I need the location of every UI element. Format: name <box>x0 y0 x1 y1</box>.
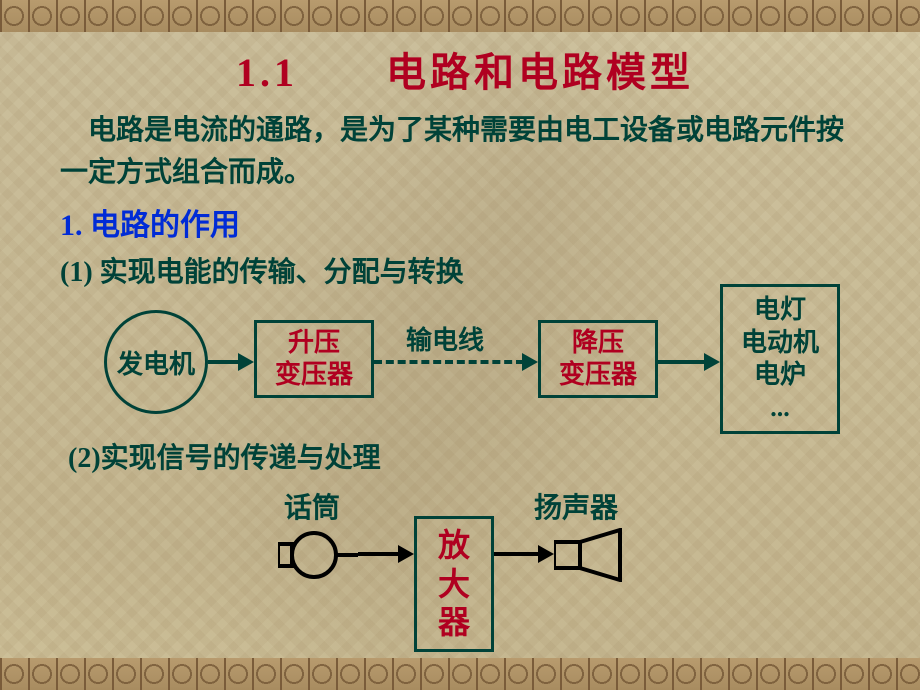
stepdown-l1: 降压 <box>572 327 624 360</box>
loads-node: 电灯 电动机 电炉 ... <box>720 284 840 434</box>
stepup-l1: 升压 <box>288 327 340 360</box>
generator-label: 发电机 <box>117 344 195 381</box>
slide-content: 1.1 电路和电路模型 电路是电流的通路，是为了某种需要由电工设备或电路元件按一… <box>0 0 920 690</box>
section-heading: 1. 电路的作用 <box>60 200 870 244</box>
amp-c2: 大 <box>438 565 470 603</box>
transmission-line-label: 输电线 <box>406 320 484 357</box>
intro-paragraph: 电路是电流的通路，是为了某种需要由电工设备或电路元件按一定方式组合而成。 <box>60 110 870 194</box>
loads-l2: 电动机 <box>741 327 819 360</box>
speaker-icon <box>554 528 634 582</box>
stepup-transformer-node: 升压 变压器 <box>254 320 374 398</box>
power-transmission-diagram: 发电机 升压 变压器 输电线 降压 变压器 电灯 电动机 电炉 ... <box>60 300 870 430</box>
stepdown-l2: 变压器 <box>559 359 637 392</box>
amp-c1: 放 <box>438 526 470 564</box>
microphone-icon <box>278 528 358 582</box>
microphone-label: 话筒 <box>284 486 340 526</box>
subsection-2-heading: (2)实现信号的传递与处理 <box>68 436 870 476</box>
generator-node: 发电机 <box>104 310 208 414</box>
speaker-label: 扬声器 <box>534 486 618 526</box>
amp-c3: 器 <box>438 603 470 641</box>
loads-l4: ... <box>770 392 790 425</box>
loads-l3: 电炉 <box>754 359 806 392</box>
signal-processing-diagram: 话筒 扬声器 放 大 器 <box>60 486 870 656</box>
slide-title: 1.1 电路和电路模型 <box>60 40 870 98</box>
loads-l1: 电灯 <box>754 294 806 327</box>
stepup-l2: 变压器 <box>275 359 353 392</box>
stepdown-transformer-node: 降压 变压器 <box>538 320 658 398</box>
amplifier-node: 放 大 器 <box>414 516 494 652</box>
